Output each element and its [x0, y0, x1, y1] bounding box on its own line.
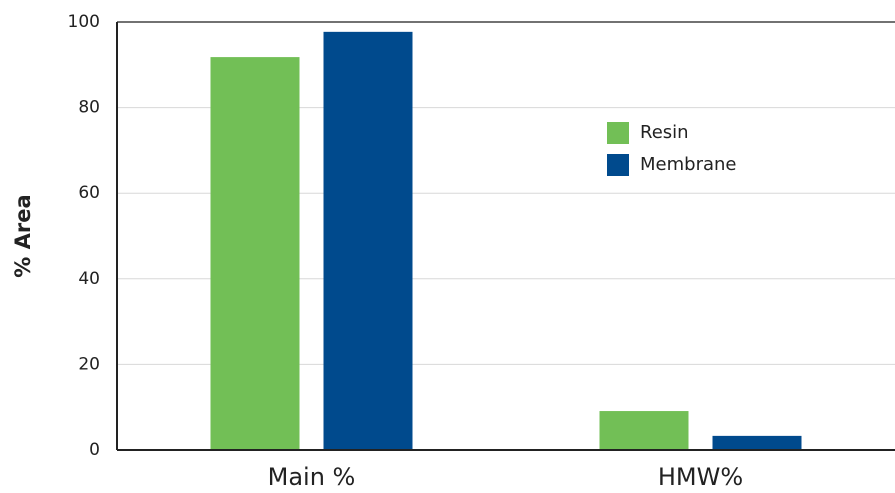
legend-swatch — [607, 154, 629, 176]
y-axis-label: % Area — [11, 194, 35, 277]
y-tick-label: 80 — [78, 98, 100, 118]
x-tick-label: HMW% — [658, 463, 743, 491]
bar — [210, 57, 300, 450]
y-tick-label: 0 — [89, 440, 100, 460]
y-tick-label: 60 — [78, 183, 100, 203]
bar — [323, 31, 413, 451]
legend-swatch — [607, 122, 629, 144]
bar — [712, 435, 802, 450]
x-tick-label: Main % — [268, 463, 356, 491]
bar — [599, 411, 689, 450]
y-tick-label: 100 — [68, 12, 100, 32]
y-tick-label: 20 — [78, 354, 100, 374]
legend-label: Resin — [640, 122, 689, 143]
y-tick-label: 40 — [78, 269, 100, 289]
legend-label: Membrane — [640, 154, 736, 175]
